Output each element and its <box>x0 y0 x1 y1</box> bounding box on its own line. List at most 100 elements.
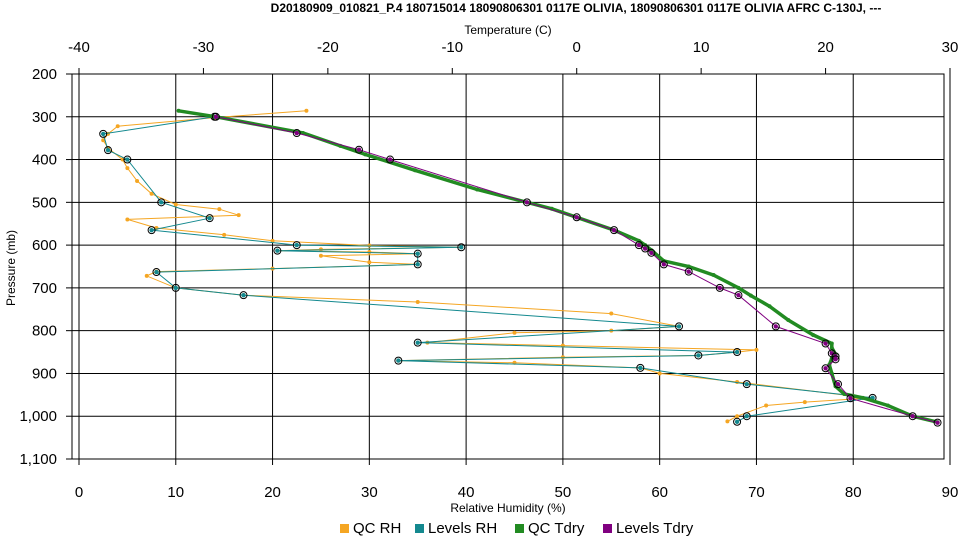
data-point <box>241 292 246 298</box>
data-point <box>135 178 140 183</box>
level-marker <box>386 155 395 164</box>
level-marker <box>292 129 301 138</box>
data-point <box>144 273 149 278</box>
data-point <box>676 324 682 329</box>
level-marker <box>413 338 422 347</box>
y-tick-label: 900 <box>32 365 57 382</box>
level-marker <box>742 380 751 389</box>
data-point <box>105 147 111 153</box>
level-marker <box>522 198 531 207</box>
data-point <box>764 403 769 408</box>
y-tick-label: 500 <box>32 194 57 211</box>
legend-item: QC RH <box>340 520 401 537</box>
data-point <box>363 152 368 157</box>
data-point <box>744 381 749 387</box>
x-bottom-tick-label: 90 <box>942 484 959 501</box>
level-marker <box>211 112 220 121</box>
data-point <box>207 215 212 221</box>
data-point <box>735 414 740 419</box>
legend-label: QC Tdry <box>528 520 585 537</box>
chart-legend: QC RH Levels RH QC Tdry Levels Tdry <box>340 520 694 537</box>
legend-label: Levels RH <box>428 520 497 537</box>
level-marker <box>292 241 301 250</box>
chart-grid <box>72 73 951 460</box>
plot-area-frame <box>71 73 945 460</box>
data-point <box>736 285 741 290</box>
data-point <box>574 215 579 220</box>
legend-label: QC RH <box>353 520 401 537</box>
legend-item: Levels RH <box>415 520 497 537</box>
data-point <box>773 324 778 329</box>
data-point <box>935 420 940 425</box>
legend-swatch <box>415 524 424 533</box>
data-point <box>524 200 530 205</box>
data-point <box>734 349 740 355</box>
data-point <box>275 248 280 253</box>
level-marker <box>413 249 422 258</box>
y-tick-label: 200 <box>32 66 57 83</box>
data-point <box>270 238 275 243</box>
data-point <box>725 419 730 424</box>
data-point <box>236 213 241 218</box>
data-point <box>304 108 309 113</box>
level-marker <box>99 129 108 138</box>
legend-label: Levels Tdry <box>616 520 694 537</box>
y-axis-label: Pressure (mb) <box>4 230 18 306</box>
level-marker <box>821 339 830 348</box>
level-marker <box>205 214 214 223</box>
data-point <box>833 357 838 362</box>
data-point <box>101 138 106 143</box>
level-marker <box>933 418 942 427</box>
data-point <box>811 332 816 337</box>
level-marker <box>733 417 742 426</box>
data-point <box>415 251 420 256</box>
level-marker <box>715 283 724 292</box>
data-point <box>734 419 740 424</box>
x-bottom-tick-label: 30 <box>361 484 378 501</box>
data-point <box>213 114 219 119</box>
series-levels-tdry <box>211 112 942 427</box>
level-marker <box>123 155 132 164</box>
data-point <box>829 345 834 350</box>
data-point <box>125 166 130 171</box>
y-tick-label: 600 <box>32 237 57 254</box>
data-point <box>367 243 372 248</box>
level-marker <box>457 243 466 252</box>
x-bottom-tick-label: 40 <box>458 484 475 501</box>
x-top-tick-label: 20 <box>817 39 834 56</box>
data-point <box>154 269 159 275</box>
y-tick-label: 1,000 <box>19 408 57 425</box>
legend-swatch <box>515 524 524 533</box>
data-point <box>475 187 480 192</box>
data-point <box>173 202 178 207</box>
x-top-tick-label: 30 <box>942 39 959 56</box>
x-top-tick-label: 10 <box>693 39 710 56</box>
data-point <box>786 317 791 322</box>
data-point <box>294 130 299 136</box>
x-top-tick-label: -40 <box>68 39 90 56</box>
level-marker <box>694 351 703 360</box>
series-qc-rh <box>101 108 875 424</box>
data-point <box>910 414 915 419</box>
data-point <box>125 217 130 222</box>
chart-title: D20180909_010821_P.4 180715014 180908063… <box>271 1 882 15</box>
level-marker <box>610 226 619 235</box>
data-point <box>696 353 701 358</box>
data-point <box>396 358 401 363</box>
level-marker <box>413 260 422 269</box>
series-line-qc-tdry <box>178 109 939 424</box>
data-point <box>860 395 865 400</box>
data-point <box>767 304 772 309</box>
level-marker <box>771 322 780 331</box>
series-levels-rh <box>99 112 877 426</box>
legend-item: Levels Tdry <box>603 520 694 537</box>
x-top-axis-label: Temperature (C) <box>464 23 551 37</box>
data-point <box>848 396 853 401</box>
level-marker <box>831 355 840 364</box>
x-bottom-tick-label: 20 <box>264 484 281 501</box>
data-point <box>661 262 667 267</box>
level-marker <box>659 260 668 269</box>
level-marker <box>834 380 843 389</box>
data-point <box>459 245 464 250</box>
legend-swatch <box>340 524 349 533</box>
